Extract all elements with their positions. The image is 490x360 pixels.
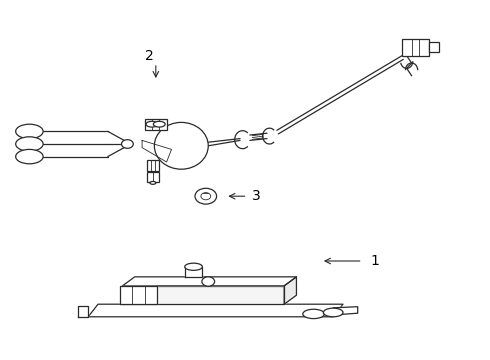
Ellipse shape [150,181,156,184]
Bar [429,42,439,52]
Bar [147,160,159,171]
Ellipse shape [153,121,165,127]
Bar [145,119,167,130]
Polygon shape [88,304,343,317]
Polygon shape [333,307,358,315]
Polygon shape [185,267,202,277]
Ellipse shape [154,122,208,169]
Bar [147,172,159,182]
Polygon shape [120,286,157,304]
Polygon shape [284,277,296,304]
Ellipse shape [16,124,43,139]
Ellipse shape [16,149,43,164]
Ellipse shape [146,121,158,127]
Polygon shape [78,306,88,317]
Bar [402,39,429,56]
Polygon shape [122,286,284,304]
Circle shape [201,193,211,200]
Circle shape [195,188,217,204]
Polygon shape [142,140,172,162]
Text: 2: 2 [145,49,154,63]
Text: 1: 1 [370,254,379,268]
Polygon shape [137,130,181,160]
Ellipse shape [323,308,343,317]
Ellipse shape [303,309,324,319]
Circle shape [202,277,215,286]
Polygon shape [122,277,296,286]
Ellipse shape [185,263,202,270]
Ellipse shape [16,137,43,151]
Text: 3: 3 [252,189,261,203]
Circle shape [122,140,133,148]
